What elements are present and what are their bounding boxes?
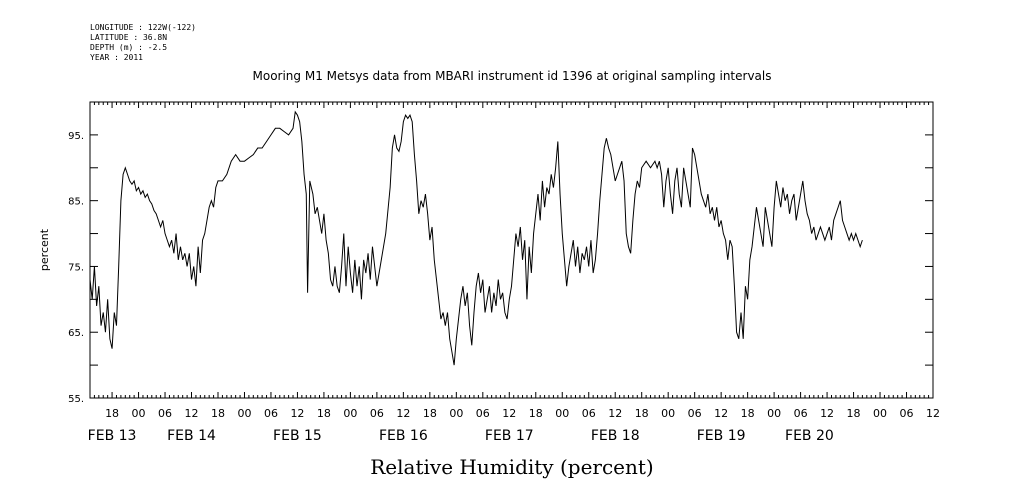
x-axis-title: Relative Humidity (percent) <box>370 455 653 479</box>
x-hour-label: 18 <box>423 407 437 420</box>
latitude-text: LATITUDE : 36.8N <box>90 33 167 42</box>
x-hour-label: 18 <box>635 407 649 420</box>
x-hour-label: 12 <box>820 407 834 420</box>
series-line-0 <box>89 110 863 366</box>
x-hour-label: 18 <box>847 407 861 420</box>
x-hour-label: 06 <box>794 407 808 420</box>
x-hour-label: 00 <box>767 407 781 420</box>
x-hour-label: 06 <box>688 407 702 420</box>
x-hour-label: 00 <box>449 407 463 420</box>
x-hour-label: 00 <box>343 407 357 420</box>
x-date-label: FEB 17 <box>485 428 534 444</box>
x-hour-label: 06 <box>370 407 384 420</box>
x-date-label: FEB 13 <box>88 428 137 444</box>
y-tick-label: 75. <box>68 262 84 273</box>
year-text: YEAR : 2011 <box>90 53 143 62</box>
y-tick-label: 85. <box>68 197 84 208</box>
longitude-text: LONGITUDE : 122W(-122) <box>90 23 196 32</box>
series-layer <box>89 110 863 366</box>
x-date-label: FEB 14 <box>167 428 216 444</box>
x-hour-label: 12 <box>714 407 728 420</box>
x-hour-label: 00 <box>237 407 251 420</box>
x-date-label: FEB 20 <box>785 428 834 444</box>
x-date-label: FEB 16 <box>379 428 428 444</box>
x-hour-label: 00 <box>132 407 146 420</box>
x-hour-label: 06 <box>476 407 490 420</box>
x-hour-label: 12 <box>396 407 410 420</box>
y-tick-label: 95. <box>68 131 84 142</box>
x-hour-label: 12 <box>185 407 199 420</box>
x-hour-label: 00 <box>661 407 675 420</box>
x-hour-label: 06 <box>900 407 914 420</box>
x-hour-label: 06 <box>582 407 596 420</box>
x-hour-label: 12 <box>608 407 622 420</box>
chart-title: Mooring M1 Metsys data from MBARI instru… <box>253 69 772 83</box>
y-tick-label: 65. <box>68 328 84 339</box>
x-hour-label: 00 <box>555 407 569 420</box>
x-hour-label: 18 <box>529 407 543 420</box>
x-hour-label: 18 <box>741 407 755 420</box>
x-hour-label: 12 <box>926 407 940 420</box>
x-hour-label: 12 <box>290 407 304 420</box>
x-hour-label: 18 <box>105 407 119 420</box>
x-date-label: FEB 15 <box>273 428 322 444</box>
x-hour-label: 00 <box>873 407 887 420</box>
y-axis-label: percent <box>38 228 51 271</box>
plot-frame <box>89 101 934 399</box>
x-date-label: FEB 19 <box>697 428 746 444</box>
axes-layer: 55. 65. 75. 85. 95. 18 00 06 12 18 00 06 12 18 00 06 12 1… <box>68 102 940 444</box>
x-hour-label: 12 <box>502 407 516 420</box>
depth-text: DEPTH (m) : -2.5 <box>90 43 167 52</box>
x-hour-label: 18 <box>211 407 225 420</box>
y-tick-label: 55. <box>68 394 84 405</box>
x-date-label: FEB 18 <box>591 428 640 444</box>
x-hour-label: 06 <box>158 407 172 420</box>
x-hour-label: 18 <box>317 407 331 420</box>
x-hour-label: 06 <box>264 407 278 420</box>
